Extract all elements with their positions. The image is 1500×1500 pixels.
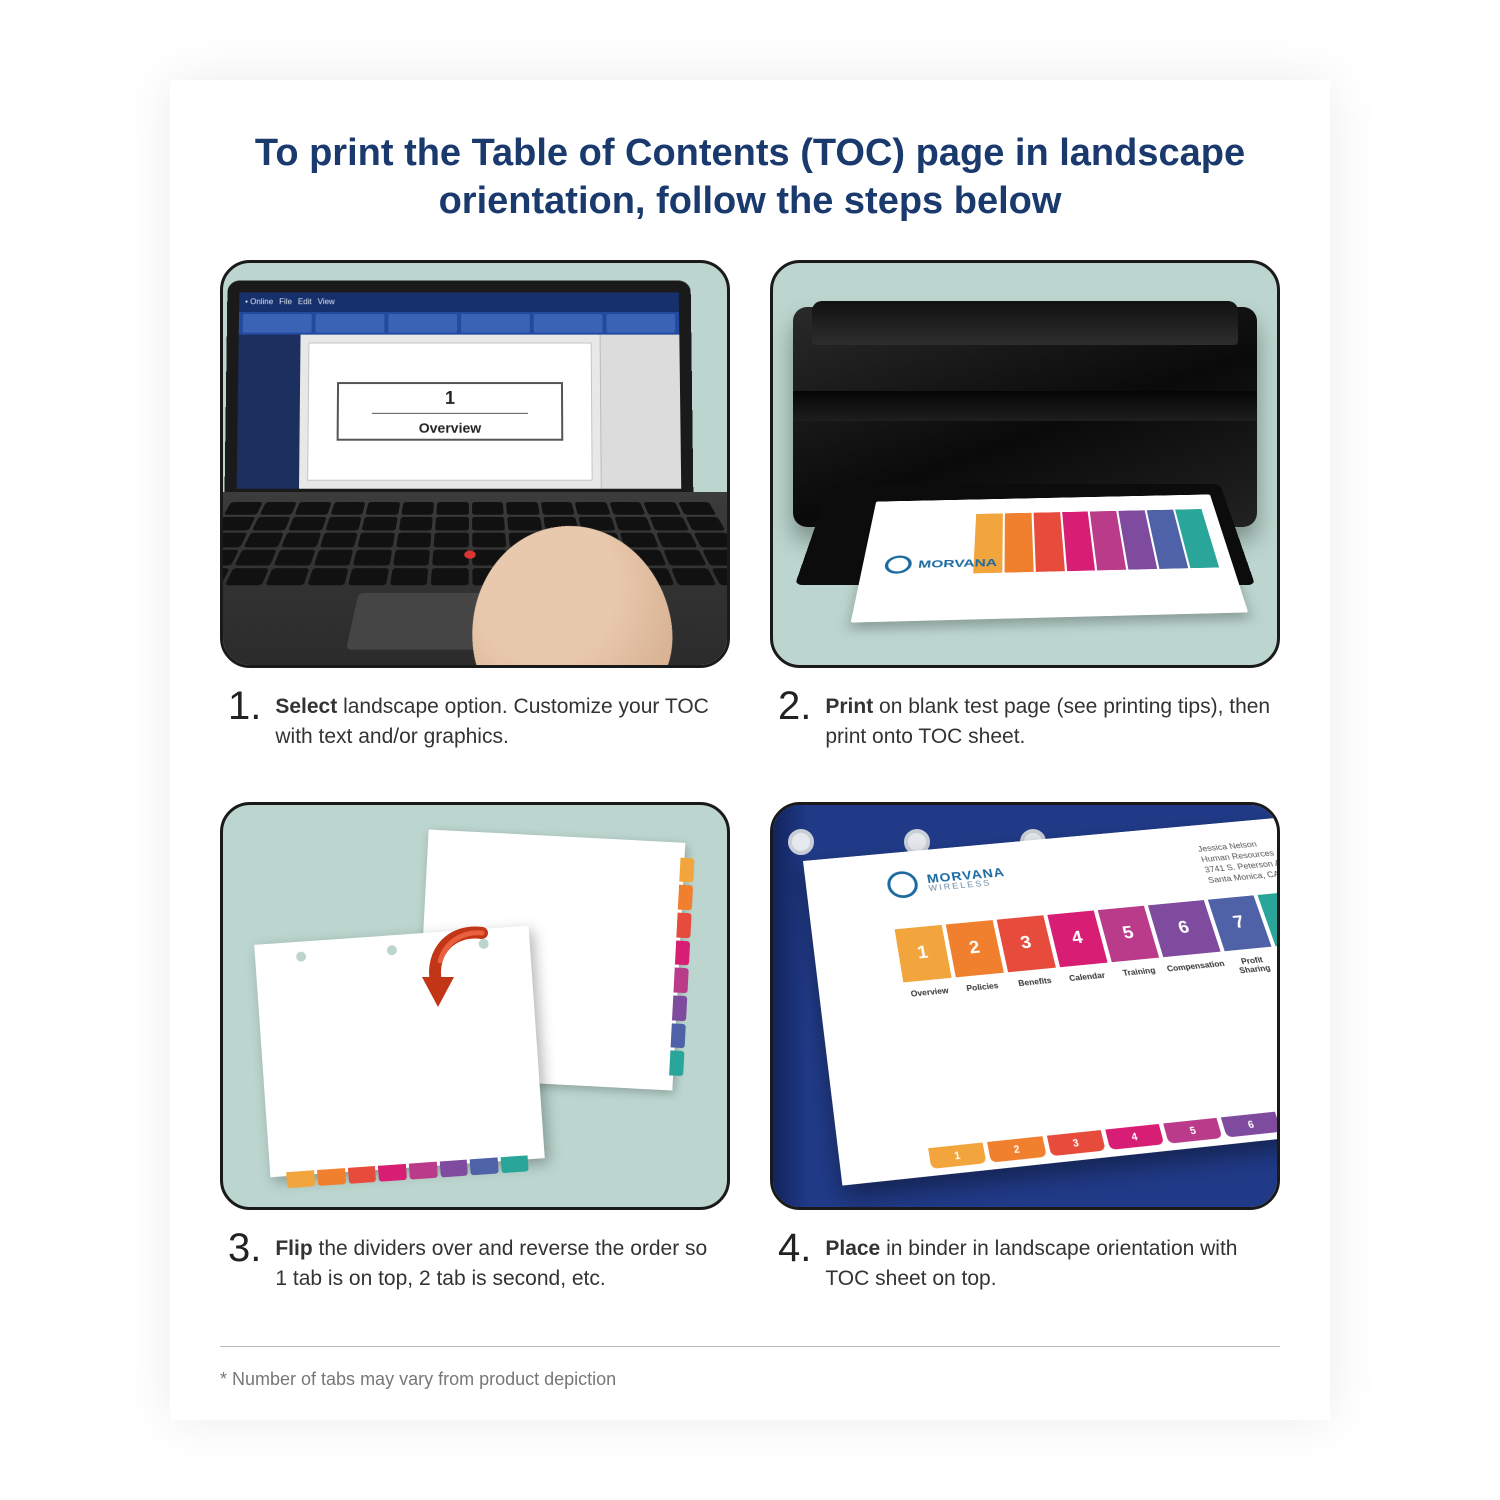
steps-grid: • OnlineFileEditView 1 Overvie xyxy=(220,260,1280,1314)
app-canvas: 1 Overview xyxy=(307,343,593,480)
step-number: 1. xyxy=(228,686,261,726)
printed-toc-sheet: MORVANA xyxy=(850,495,1247,623)
step-3: 3. Flip the dividers over and reverse th… xyxy=(220,802,730,1314)
toc-columns: 1Overview2Policies3Benefits4Calendar5Tra… xyxy=(895,891,1280,1068)
doc-number: 1 xyxy=(372,388,528,414)
doc-label: Overview xyxy=(419,419,481,435)
step-text: Select landscape option. Customize your … xyxy=(275,686,722,753)
step-text: Flip the dividers over and reverse the o… xyxy=(275,1228,722,1295)
step-text: Print on blank test page (see printing t… xyxy=(825,686,1272,753)
caption-3: 3. Flip the dividers over and reverse th… xyxy=(220,1228,730,1314)
app-right-panel xyxy=(600,335,681,488)
app-menubar: • OnlineFileEditView xyxy=(239,292,679,311)
caption-4: 4. Place in binder in landscape orientat… xyxy=(770,1228,1280,1314)
flip-arrow-icon xyxy=(422,921,502,1021)
page-title: To print the Table of Contents (TOC) pag… xyxy=(250,130,1250,225)
brand-logo-icon: MORVANA xyxy=(883,554,997,575)
panel-1-laptop: • OnlineFileEditView 1 Overvie xyxy=(220,260,730,668)
address-block: Jessica NelsonHuman Resources3741 S. Pet… xyxy=(1196,837,1280,887)
caption-2: 2. Print on blank test page (see printin… xyxy=(770,686,1280,772)
instruction-page: To print the Table of Contents (TOC) pag… xyxy=(170,80,1330,1420)
step-4: MORVANAWIRELESS Jessica NelsonHuman Reso… xyxy=(770,802,1280,1314)
brand-logo: MORVANAWIRELESS xyxy=(886,862,1009,899)
step-number: 3. xyxy=(228,1228,261,1268)
caption-1: 1. Select landscape option. Customize yo… xyxy=(220,686,730,772)
trackpoint-icon xyxy=(464,551,476,559)
step-text: Place in binder in landscape orientation… xyxy=(825,1228,1272,1295)
app-left-panel xyxy=(237,335,301,488)
binder-toc-page: MORVANAWIRELESS Jessica NelsonHuman Reso… xyxy=(803,817,1280,1186)
step-number: 2. xyxy=(778,686,811,726)
footnote: * Number of tabs may vary from product d… xyxy=(220,1346,1280,1390)
panel-3-flip xyxy=(220,802,730,1210)
step-1: • OnlineFileEditView 1 Overvie xyxy=(220,260,730,772)
step-number: 4. xyxy=(778,1228,811,1268)
panel-4-binder: MORVANAWIRELESS Jessica NelsonHuman Reso… xyxy=(770,802,1280,1210)
canvas-document: 1 Overview xyxy=(337,382,564,442)
step-2: MORVANA 2. Print on blank test page (see… xyxy=(770,260,1280,772)
app-ribbon xyxy=(239,312,679,335)
divider-tabs: 12345678 xyxy=(928,1100,1280,1169)
panel-2-printer: MORVANA xyxy=(770,260,1280,668)
